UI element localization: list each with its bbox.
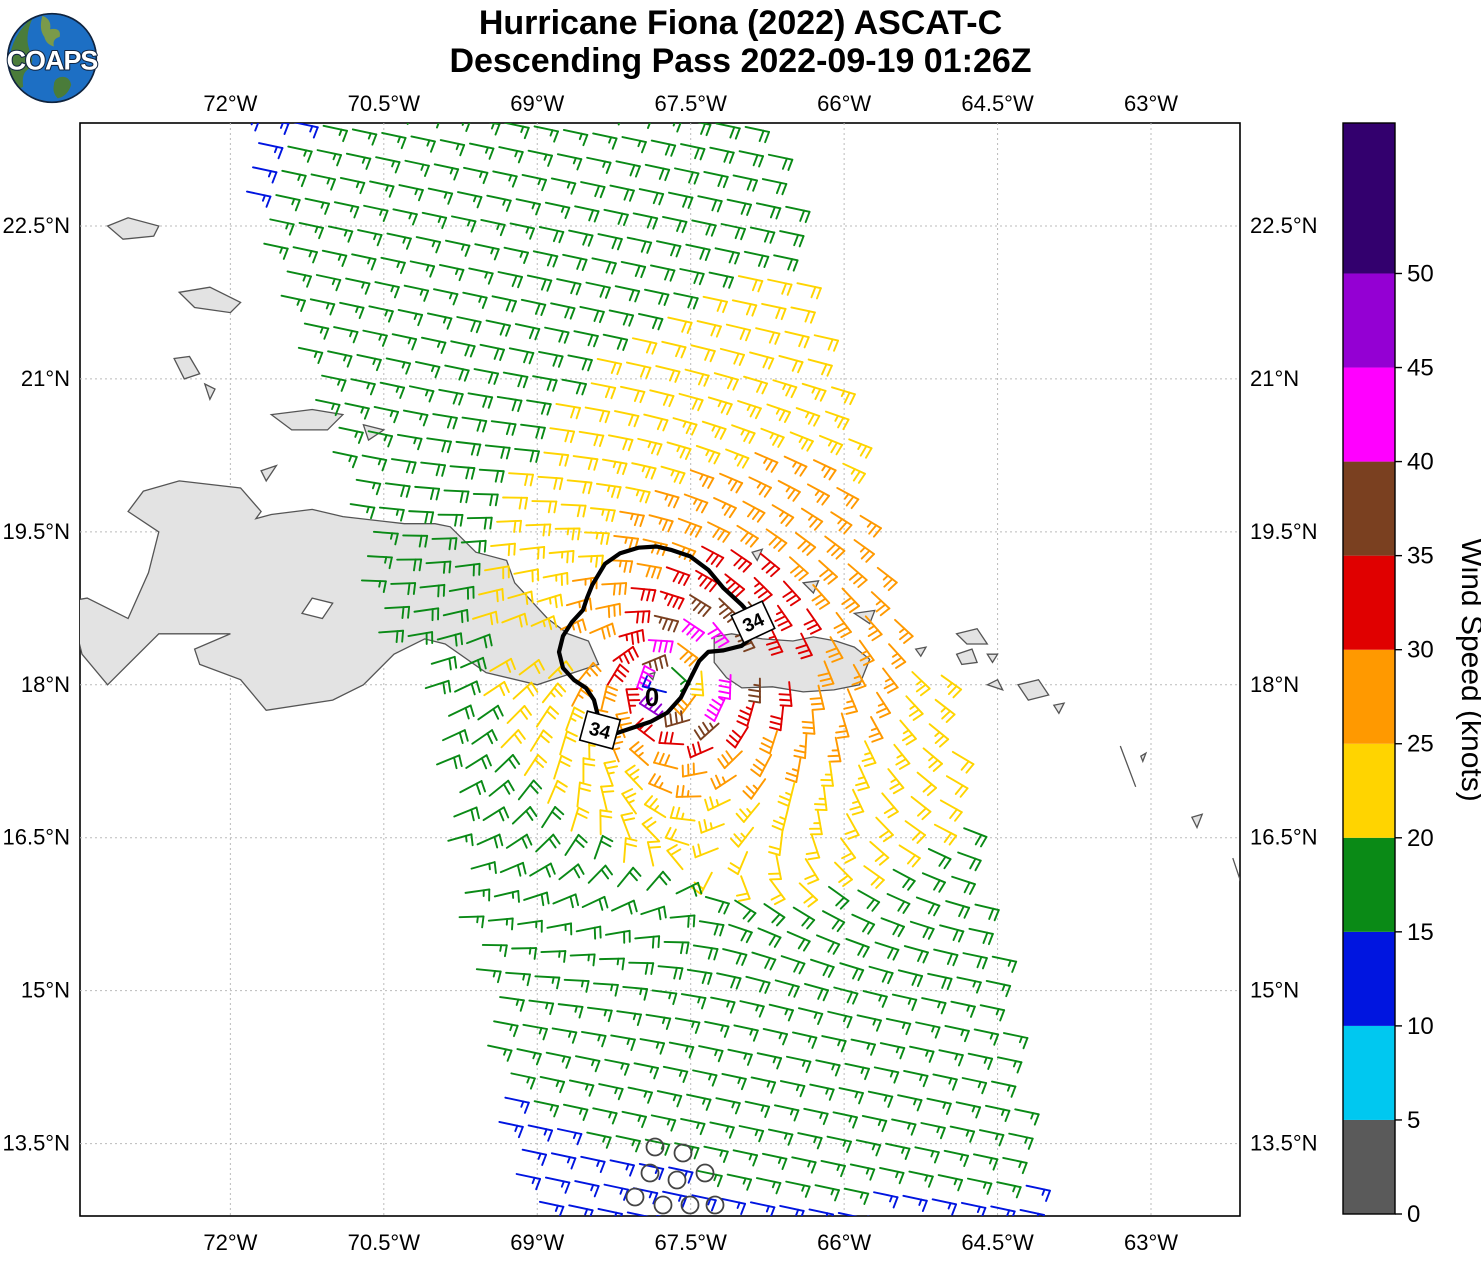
svg-text:45: 45	[1407, 355, 1434, 382]
svg-text:50: 50	[1407, 260, 1434, 287]
svg-text:66°W: 66°W	[817, 1230, 871, 1255]
svg-text:70.5°W: 70.5°W	[348, 91, 421, 116]
svg-text:63°W: 63°W	[1124, 91, 1178, 116]
svg-text:0: 0	[1407, 1201, 1420, 1228]
svg-text:66°W: 66°W	[817, 91, 871, 116]
svg-text:35: 35	[1407, 543, 1434, 570]
svg-text:70.5°W: 70.5°W	[348, 1230, 421, 1255]
svg-text:18°N: 18°N	[21, 672, 70, 697]
svg-text:40: 40	[1407, 449, 1434, 476]
svg-text:21°N: 21°N	[21, 366, 70, 391]
svg-text:13.5°N: 13.5°N	[1250, 1131, 1318, 1156]
svg-text:72°W: 72°W	[203, 91, 257, 116]
svg-text:64.5°W: 64.5°W	[961, 1230, 1034, 1255]
svg-text:22.5°N: 22.5°N	[1250, 213, 1318, 238]
svg-text:22.5°N: 22.5°N	[2, 213, 70, 238]
svg-text:18°N: 18°N	[1250, 672, 1299, 697]
svg-text:69°W: 69°W	[510, 91, 564, 116]
svg-text:19.5°N: 19.5°N	[2, 519, 70, 544]
svg-text:72°W: 72°W	[203, 1230, 257, 1255]
svg-text:15°N: 15°N	[1250, 978, 1299, 1003]
svg-text:30: 30	[1407, 637, 1434, 664]
svg-text:15°N: 15°N	[21, 978, 70, 1003]
svg-text:Wind Speed (knots): Wind Speed (knots)	[1455, 538, 1481, 801]
svg-text:16.5°N: 16.5°N	[2, 825, 70, 850]
svg-text:25: 25	[1407, 731, 1434, 758]
svg-text:15: 15	[1407, 919, 1434, 946]
svg-text:13.5°N: 13.5°N	[2, 1131, 70, 1156]
svg-text:16.5°N: 16.5°N	[1250, 825, 1318, 850]
svg-text:21°N: 21°N	[1250, 366, 1299, 391]
svg-text:64.5°W: 64.5°W	[961, 91, 1034, 116]
svg-text:5: 5	[1407, 1107, 1420, 1134]
svg-text:69°W: 69°W	[510, 1230, 564, 1255]
svg-text:20: 20	[1407, 825, 1434, 852]
svg-text:19.5°N: 19.5°N	[1250, 519, 1318, 544]
svg-text:10: 10	[1407, 1013, 1434, 1040]
svg-text:67.5°W: 67.5°W	[654, 91, 727, 116]
svg-text:0: 0	[645, 682, 659, 712]
svg-text:67.5°W: 67.5°W	[654, 1230, 727, 1255]
svg-text:63°W: 63°W	[1124, 1230, 1178, 1255]
